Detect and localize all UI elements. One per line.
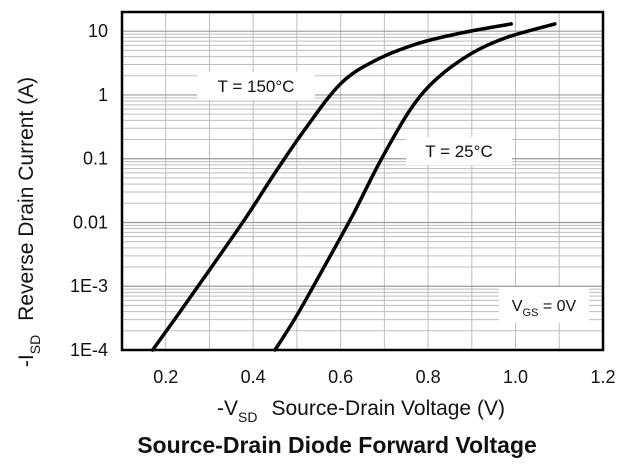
series-label-25-bg <box>406 137 512 165</box>
series-line-25c <box>273 22 557 352</box>
y-tick-label: 1 <box>98 85 108 105</box>
series-label-150: T = 150°C <box>218 77 295 96</box>
vgs-annotation: VGS = 0V <box>512 298 577 319</box>
x-tick-labels: 0.2 0.4 0.6 0.8 1.0 1.2 <box>153 367 615 387</box>
y-tick-labels: 10 1 0.1 0.01 1E-3 1E-4 <box>70 21 108 360</box>
x-axis-label: -VSD Source-Drain Voltage (V) <box>217 397 505 425</box>
y-tick-label: 0.01 <box>73 212 108 232</box>
series-label-150-bg <box>197 72 315 100</box>
series-label-25: T = 25°C <box>425 142 492 161</box>
series-line-150c <box>150 22 513 352</box>
x-tick-label: 1.2 <box>590 367 615 387</box>
y-axis-label: -ISDReverse Drain Current (A) <box>15 77 43 367</box>
chart-title: Source-Drain Diode Forward Voltage <box>137 432 537 458</box>
x-tick-label: 0.8 <box>416 367 441 387</box>
x-tick-label: 0.6 <box>328 367 353 387</box>
series-layer <box>150 22 557 352</box>
x-tick-label: 0.4 <box>241 367 266 387</box>
y-tick-label: 1E-4 <box>70 340 108 360</box>
annotation-bg <box>499 287 589 323</box>
x-tick-label: 0.2 <box>153 367 178 387</box>
x-tick-label: 1.0 <box>503 367 528 387</box>
y-tick-label: 0.1 <box>83 149 108 169</box>
y-tick-label: 1E-3 <box>70 276 108 296</box>
y-tick-label: 10 <box>88 21 108 41</box>
plot-frame <box>120 10 605 352</box>
